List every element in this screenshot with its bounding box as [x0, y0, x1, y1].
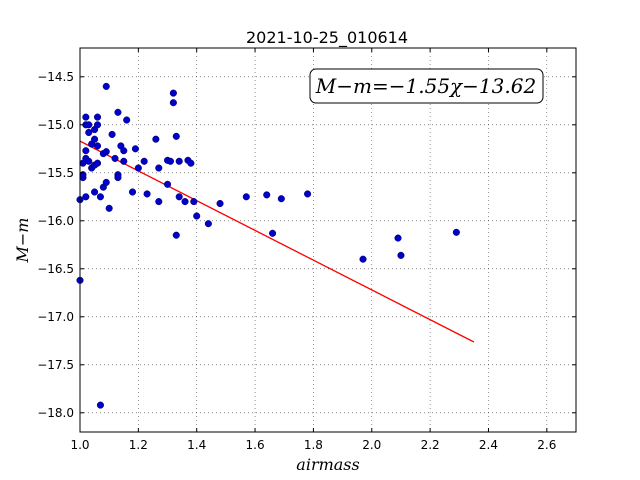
data-point	[187, 159, 195, 167]
y-tick-label: −15.0	[37, 118, 74, 132]
x-tick-label: 2.4	[479, 438, 498, 452]
data-point	[216, 199, 224, 208]
data-point	[169, 89, 177, 97]
data-point	[82, 147, 90, 155]
data-point	[166, 157, 174, 165]
data-point	[82, 193, 90, 201]
plot-area-frame	[79, 47, 577, 433]
data-point	[85, 121, 93, 129]
y-axis-label: M−m	[13, 218, 32, 264]
data-point	[93, 121, 102, 129]
data-point	[120, 157, 128, 165]
data-point	[204, 220, 212, 228]
data-point	[193, 212, 201, 220]
x-tick-label: 1.8	[304, 438, 323, 452]
data-point	[91, 188, 99, 196]
fit-annotation-box: M−m=−1.55χ−13.62	[309, 68, 544, 104]
x-axis-label: airmass	[296, 455, 359, 474]
data-point	[91, 135, 99, 143]
x-tick-label: 1.2	[129, 438, 148, 452]
y-tick-label: −18.0	[37, 406, 74, 420]
x-tick-label: 1.4	[187, 438, 206, 452]
data-point	[85, 128, 93, 137]
annotation-frame	[309, 68, 544, 104]
y-tick-label: −16.5	[37, 262, 74, 276]
data-point	[96, 401, 104, 409]
data-point	[105, 204, 113, 212]
y-tick-label: −16.0	[37, 214, 74, 228]
data-point	[93, 159, 102, 167]
data-point	[85, 157, 93, 165]
x-tick-label: 1.6	[246, 438, 265, 452]
x-tick-label: 2.2	[421, 438, 440, 452]
data-point	[172, 231, 180, 239]
data-point	[114, 174, 122, 182]
data-point	[190, 198, 198, 206]
data-point	[96, 193, 104, 201]
fit-line	[79, 140, 475, 343]
data-point	[82, 113, 90, 121]
x-tick-label: 2.6	[537, 438, 556, 452]
data-point	[181, 198, 189, 206]
data-point	[120, 147, 128, 155]
chart-title: 2021-10-25_010614	[246, 28, 408, 48]
data-point	[172, 132, 180, 140]
data-point	[131, 145, 139, 153]
data-point	[102, 178, 110, 186]
fit-line-group	[79, 140, 475, 343]
data-point	[277, 195, 285, 203]
data-point	[359, 255, 367, 263]
data-point	[123, 116, 131, 124]
y-tick-label: −14.5	[37, 70, 74, 84]
data-point	[128, 188, 137, 196]
data-point	[175, 157, 183, 165]
data-point	[93, 113, 102, 121]
data-point	[242, 193, 250, 201]
data-point	[263, 191, 271, 199]
data-point	[397, 251, 405, 259]
data-point	[394, 234, 402, 242]
axis-ticks: 1.0 1.2 1.4 1.6 1.8 2.0 2.2 2.4 2.6 −14.5 −15.0 −15…	[37, 48, 576, 452]
data-point	[140, 157, 148, 165]
data-point	[155, 198, 163, 206]
data-point	[175, 193, 183, 201]
data-point	[163, 180, 172, 188]
data-point	[102, 148, 110, 156]
data-point	[143, 190, 151, 198]
data-point	[269, 229, 277, 237]
y-tick-label: −15.5	[37, 166, 74, 180]
data-point	[304, 190, 312, 198]
data-point	[134, 164, 142, 172]
data-point	[155, 164, 163, 172]
data-point	[114, 108, 122, 116]
data-point	[152, 135, 160, 143]
data-point	[108, 130, 116, 138]
data-points	[76, 82, 460, 409]
fit-annotation-text: M−m=−1.55χ−13.62	[315, 74, 536, 98]
grid	[80, 48, 576, 432]
data-point	[169, 99, 177, 107]
data-point	[102, 82, 110, 90]
data-point	[111, 154, 119, 162]
y-tick-label: −17.0	[37, 310, 74, 324]
data-point	[93, 142, 102, 150]
y-tick-label: −17.5	[37, 358, 74, 372]
x-tick-label: 2.0	[362, 438, 381, 452]
data-point	[452, 228, 460, 236]
x-tick-label: 1.0	[70, 438, 89, 452]
